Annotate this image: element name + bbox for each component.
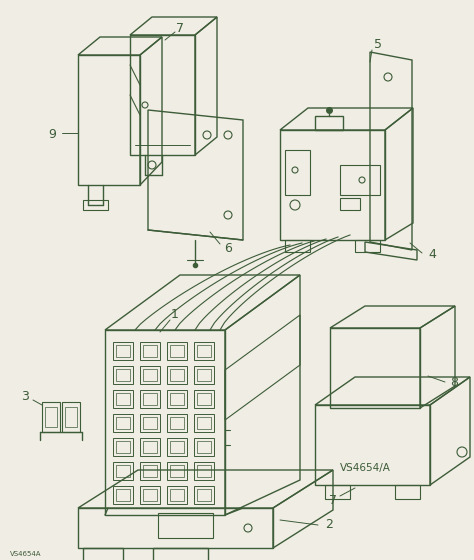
Text: 7: 7 (176, 21, 184, 35)
Text: 9: 9 (48, 128, 56, 142)
Text: 8: 8 (450, 376, 458, 389)
Text: 2: 2 (325, 519, 333, 531)
Text: 5: 5 (374, 39, 382, 52)
Text: 3: 3 (21, 390, 29, 404)
Text: 1: 1 (171, 309, 179, 321)
Text: 4: 4 (428, 249, 436, 262)
Text: 7: 7 (329, 493, 337, 506)
Text: VS4654A: VS4654A (10, 551, 42, 557)
Text: VS4654/A: VS4654/A (340, 463, 391, 473)
Text: 6: 6 (224, 241, 232, 254)
